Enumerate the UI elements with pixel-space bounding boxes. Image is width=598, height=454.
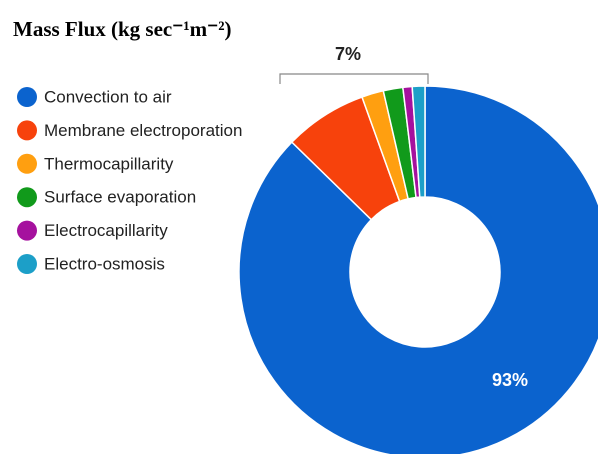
legend-label: Convection to air	[44, 87, 172, 106]
annotation: 93%	[492, 370, 528, 390]
slice	[238, 85, 598, 454]
chart-title: Mass Flux (kg sec⁻¹m⁻²)	[13, 17, 232, 41]
legend-swatch	[17, 87, 37, 107]
legend-swatch	[17, 220, 37, 241]
legend-swatch	[17, 254, 37, 274]
legend-swatch	[17, 187, 37, 208]
bracket	[279, 73, 429, 84]
slices	[238, 85, 598, 454]
slice	[411, 85, 426, 198]
legend-label: Membrane electroporation	[44, 121, 242, 140]
annotation: 7%	[335, 44, 361, 64]
legend-swatch	[17, 153, 37, 174]
legend-label: Electro-osmosis	[44, 254, 165, 273]
legend: Convection to air Membrane electroporatio…	[17, 87, 242, 274]
legend-label: Surface evaporation	[44, 188, 196, 207]
legend-label: Electrocapillarity	[44, 221, 168, 240]
legend-swatch	[17, 120, 37, 141]
legend-label: Thermocapillarity	[44, 154, 174, 173]
